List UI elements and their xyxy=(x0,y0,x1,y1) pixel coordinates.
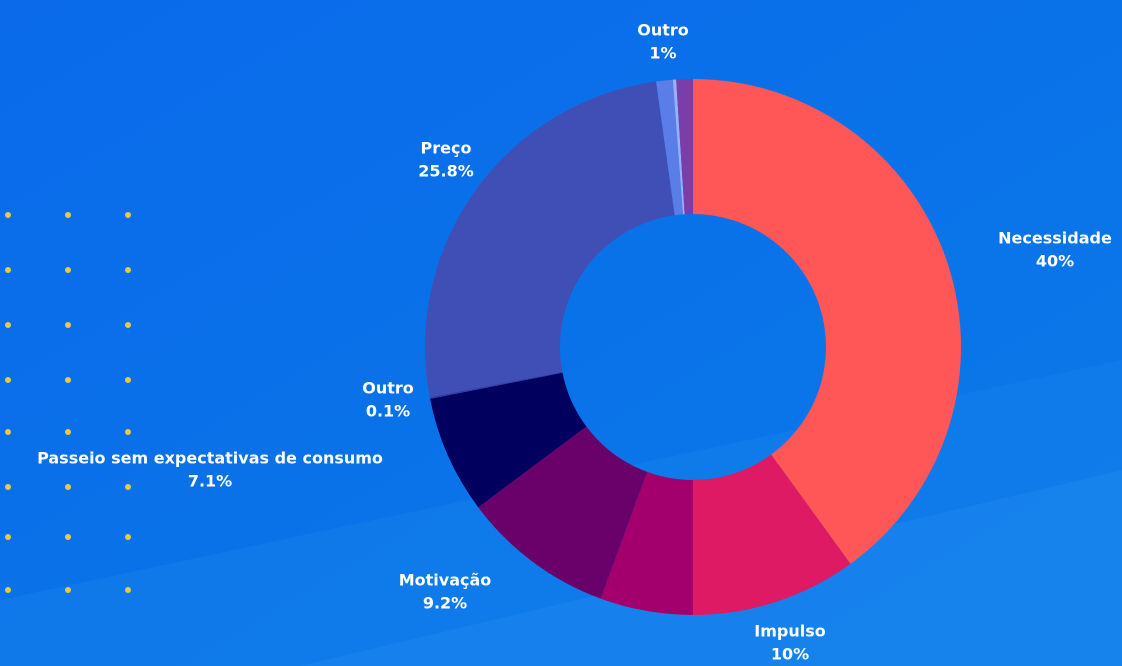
dot xyxy=(65,534,71,540)
value-label: 7.1% xyxy=(188,472,232,491)
slice xyxy=(429,371,563,399)
dot xyxy=(5,267,11,273)
dot xyxy=(125,322,131,328)
slice xyxy=(656,79,683,216)
dot xyxy=(5,377,11,383)
value-label: 1% xyxy=(649,44,676,63)
slice xyxy=(676,79,693,215)
dot xyxy=(65,322,71,328)
dot xyxy=(125,429,131,435)
donut: Necessidade 40% Impulso 10% Motivação 9.2% Pas… xyxy=(37,21,1112,664)
slice-label: Impulso xyxy=(754,622,825,641)
dot xyxy=(125,534,131,540)
dot xyxy=(125,212,131,218)
slice-label: Outro xyxy=(637,21,689,40)
value-label: 0.1% xyxy=(366,402,410,421)
dot-grid xyxy=(5,212,131,593)
slice xyxy=(430,372,587,508)
slice xyxy=(600,471,693,615)
value-label: 10% xyxy=(771,645,809,664)
dot xyxy=(125,267,131,273)
slice-label: Passeio sem expectativas de consumo xyxy=(37,449,383,468)
slice-label: Outro xyxy=(362,379,414,398)
dot xyxy=(65,429,71,435)
dot xyxy=(5,534,11,540)
dot xyxy=(5,429,11,435)
dot xyxy=(5,484,11,490)
dot xyxy=(65,587,71,593)
slice xyxy=(693,454,851,615)
slice-label: Preço xyxy=(421,139,472,158)
dot xyxy=(5,322,11,328)
value-label: 25.8% xyxy=(418,162,474,181)
dot xyxy=(125,587,131,593)
dot xyxy=(65,484,71,490)
dot xyxy=(65,377,71,383)
slice xyxy=(693,79,961,564)
slice xyxy=(478,426,648,599)
slice xyxy=(425,81,675,398)
slice xyxy=(672,79,685,215)
dot xyxy=(125,484,131,490)
dot xyxy=(5,587,11,593)
dot xyxy=(65,212,71,218)
value-label: 9.2% xyxy=(423,594,467,613)
slice-label: Motivação xyxy=(399,571,492,590)
slice-label: Necessidade xyxy=(998,229,1112,248)
dot xyxy=(65,267,71,273)
value-label: 40% xyxy=(1036,252,1074,271)
dot xyxy=(5,212,11,218)
dot xyxy=(125,377,131,383)
